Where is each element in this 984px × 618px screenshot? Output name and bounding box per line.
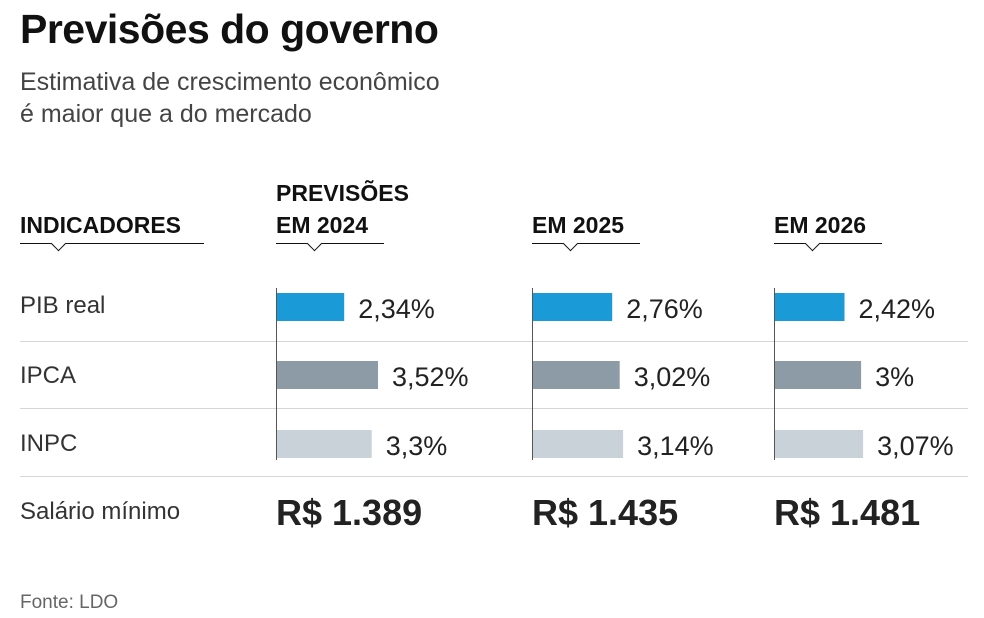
row-separator [20,341,968,342]
value-label-pib-real-2024: 2,34% [358,294,435,324]
header-col3: EM 2026 [774,212,867,238]
subtitle-line-2: é maior que a do mercado [20,100,312,128]
bar-ipca-2026 [775,361,862,389]
axis-line-2025 [532,288,533,460]
bar-inpc-2024 [277,430,372,458]
bar-pib-real-2024 [277,293,345,321]
value-label-pib-real-2025: 2,76% [626,294,703,324]
row-separator [20,476,968,477]
row-label-pib: PIB real [20,292,106,319]
value-label-pib-real-2026: 2,42% [859,294,936,324]
bar-ipca-2025 [533,361,620,389]
header-indicators-rule [20,243,204,244]
row-label-salary: Salário mínimo [20,498,181,525]
subtitle-line-1: Estimativa de crescimento econômico [20,68,440,96]
salary-2024: R$ 1.389 [276,492,423,533]
value-label-ipca-2025: 3,02% [634,362,711,392]
bar-pib-real-2026 [775,293,845,321]
header-col1-rule [276,243,384,244]
header-col2-rule [532,243,640,244]
value-label-inpc-2024: 3,3% [386,431,448,461]
axis-line-2026 [774,288,775,460]
bar-inpc-2025 [533,430,624,458]
row-label-ipca: IPCA [20,362,77,389]
value-label-ipca-2026: 3% [875,362,914,392]
chart-subtitle: Estimativa de crescimento econômico é ma… [20,66,620,130]
header-col1-line1: PREVISÕES [276,180,409,206]
row-separator [20,408,968,409]
bar-inpc-2026 [775,430,864,458]
bar-pib-real-2025 [533,293,613,321]
chart-title: Previsões do governo [20,6,439,52]
axis-line-2024 [276,288,277,460]
salary-2025: R$ 1.435 [532,492,679,533]
row-label-inpc: INPC [20,430,78,457]
value-label-inpc-2026: 3,07% [877,431,954,461]
source-note: Fonte: LDO [20,592,119,613]
header-col3-rule [774,243,882,244]
salary-2026: R$ 1.481 [774,492,921,533]
value-label-ipca-2024: 3,52% [392,362,469,392]
header-indicators: INDICADORES [20,212,182,238]
header-col2: EM 2025 [532,212,625,238]
value-label-inpc-2025: 3,14% [637,431,714,461]
header-col1-line2: EM 2024 [276,212,369,238]
bar-ipca-2024 [277,361,378,389]
